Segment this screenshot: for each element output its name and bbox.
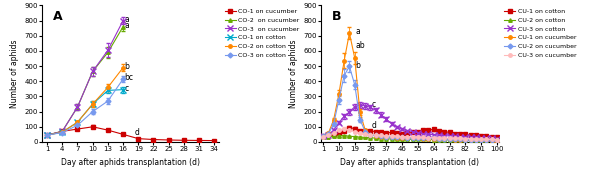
Text: bc: bc [125,73,134,82]
X-axis label: Day after aphids transplantation (d): Day after aphids transplantation (d) [61,158,200,167]
Text: b: b [356,61,361,70]
X-axis label: Day after aphids transplantation (d): Day after aphids transplantation (d) [340,158,479,167]
Legend: CO-1 on cucumber, CO-2  on cucumber, CO-3  on cucumber, CO-1 on cotton, CO-2 on : CO-1 on cucumber, CO-2 on cucumber, CO-3… [224,9,299,58]
Y-axis label: Number of aphids: Number of aphids [10,39,19,108]
Text: c: c [371,100,376,109]
Text: d: d [371,121,376,130]
Text: a: a [125,15,130,24]
Text: c: c [125,84,129,93]
Text: B: B [332,9,341,23]
Legend: CU-1 on cotton, CU-2 on cotton, CU-3 on cotton, CU-1 on cucumber, CU-2 on cucumb: CU-1 on cotton, CU-2 on cotton, CU-3 on … [504,9,577,58]
Text: a: a [356,27,361,36]
Y-axis label: Number of aphids: Number of aphids [289,39,298,108]
Text: A: A [53,9,62,23]
Text: d: d [134,128,139,137]
Text: a: a [125,21,130,30]
Text: b: b [125,62,130,71]
Text: ab: ab [356,41,365,50]
